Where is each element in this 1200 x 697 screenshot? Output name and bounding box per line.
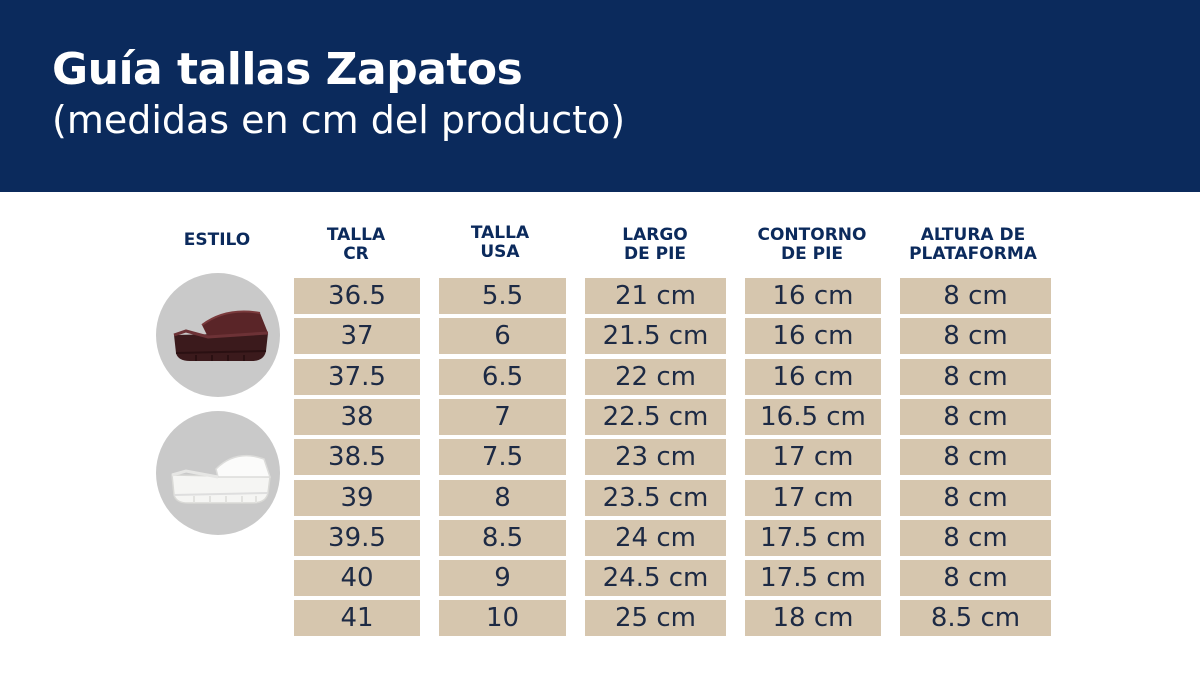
table-cell: 40 — [294, 560, 420, 596]
table-cell: 8 cm — [900, 520, 1051, 556]
table-cell: 24.5 cm — [585, 560, 726, 596]
table-cell: 21.5 cm — [585, 318, 726, 354]
table-cell: 24 cm — [585, 520, 726, 556]
table-cell: 8 cm — [900, 318, 1051, 354]
table-cell: 37 — [294, 318, 420, 354]
col-header-largo-de-pie: LARGO DE PIE — [622, 226, 688, 264]
table-cell: 16 cm — [745, 318, 881, 354]
table-cell: 8 — [439, 480, 566, 516]
table-cell: 5.5 — [439, 278, 566, 314]
table-cell: 8.5 cm — [900, 600, 1051, 636]
table-cell: 6.5 — [439, 359, 566, 395]
table-cell: 16 cm — [745, 359, 881, 395]
page-subtitle: (medidas en cm del producto) — [52, 98, 626, 142]
table-cell: 41 — [294, 600, 420, 636]
burgundy-platform-sandal-icon — [156, 273, 280, 397]
table-cell: 38 — [294, 399, 420, 435]
table-cell: 8.5 — [439, 520, 566, 556]
header-banner: Guía tallas Zapatos (medidas en cm del p… — [0, 0, 1200, 192]
col-header-line: CR — [343, 244, 369, 264]
table-cell: 18 cm — [745, 600, 881, 636]
table-cell: 25 cm — [585, 600, 726, 636]
page-title: Guía tallas Zapatos — [52, 44, 523, 95]
table-cell: 22.5 cm — [585, 399, 726, 435]
table-cell: 16.5 cm — [745, 399, 881, 435]
col-header-altura-de-plataforma: ALTURA DE PLATAFORMA — [909, 226, 1037, 264]
table-cell: 23.5 cm — [585, 480, 726, 516]
table-cell: 8 cm — [900, 560, 1051, 596]
table-cell: 9 — [439, 560, 566, 596]
table-cell: 8 cm — [900, 399, 1051, 435]
col-header-talla-cr: TALLA CR — [327, 226, 385, 264]
col-header-line: CONTORNO — [757, 225, 867, 245]
table-cell: 17 cm — [745, 480, 881, 516]
table-cell: 17.5 cm — [745, 560, 881, 596]
table-cell: 38.5 — [294, 439, 420, 475]
table-cell: 10 — [439, 600, 566, 636]
table-cell: 6 — [439, 318, 566, 354]
table-cell: 37.5 — [294, 359, 420, 395]
col-header-talla-usa: TALLA USA — [471, 224, 529, 262]
col-header-line: DE PIE — [623, 244, 687, 264]
table-cell: 16 cm — [745, 278, 881, 314]
col-header-line: TALLA — [326, 225, 386, 245]
table-cell: 7.5 — [439, 439, 566, 475]
table-cell: 17 cm — [745, 439, 881, 475]
table-cell: 8 cm — [900, 278, 1051, 314]
table-cell: 39 — [294, 480, 420, 516]
table-cell: 8 cm — [900, 359, 1051, 395]
col-header-line: DE PIE — [780, 244, 844, 264]
col-header-line: TALLA — [470, 223, 530, 243]
table-cell: 23 cm — [585, 439, 726, 475]
col-header-line: ALTURA DE — [920, 225, 1026, 245]
col-header-line: LARGO — [622, 225, 688, 245]
table-cell: 8 cm — [900, 480, 1051, 516]
table-cell: 8 cm — [900, 439, 1051, 475]
table-cell: 21 cm — [585, 278, 726, 314]
table-cell: 36.5 — [294, 278, 420, 314]
table-cell: 17.5 cm — [745, 520, 881, 556]
table-cell: 22 cm — [585, 359, 726, 395]
col-header-line: PLATAFORMA — [909, 244, 1037, 264]
white-platform-sandal-icon — [156, 411, 280, 535]
col-header-contorno-de-pie: CONTORNO DE PIE — [758, 226, 867, 264]
table-cell: 39.5 — [294, 520, 420, 556]
col-header-estilo: ESTILO — [183, 230, 251, 250]
table-cell: 7 — [439, 399, 566, 435]
col-header-line: USA — [480, 242, 520, 262]
